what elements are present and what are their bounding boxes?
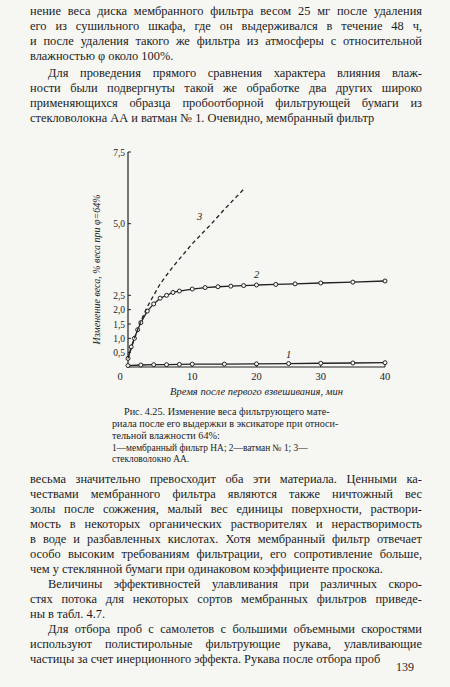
y-tick-label: 2,5	[113, 291, 125, 301]
text-line: в воде и разбавленных кислотах. Хотя мем…	[30, 532, 422, 547]
text-line: Для проведения прямого сравнения характе…	[48, 66, 422, 81]
y-tick-label: 7,5	[113, 148, 125, 158]
text-line: и после удаления такого же фильтра из ат…	[30, 34, 422, 49]
legend-name: ватман № 1	[243, 443, 289, 453]
legend-delimiter: ;	[224, 443, 229, 453]
series-marker	[287, 362, 291, 366]
series-marker	[152, 302, 156, 306]
series-marker	[383, 279, 387, 283]
text-line: ны в табл. 4.7.	[30, 607, 422, 622]
y-tick-label: 2,0	[113, 305, 125, 315]
text-line: Для отбора проб с самолетов с большими о…	[48, 622, 422, 637]
y-tick	[128, 338, 131, 339]
y-tick-label: 5,0	[113, 219, 125, 229]
series-line	[128, 189, 244, 358]
text-line: применяющихся образца пробоотборной филь…	[30, 96, 422, 111]
series-marker	[216, 285, 220, 289]
series-marker	[274, 282, 278, 286]
curve-label: 2	[254, 269, 260, 280]
text-line: весьма значительно превосходит оба эти м…	[30, 472, 422, 487]
series-marker	[255, 362, 259, 366]
legend-name: мембранный фильтр НА	[126, 443, 224, 453]
series-marker	[293, 282, 297, 286]
series-marker	[190, 287, 194, 291]
series-marker	[165, 363, 169, 367]
text-line: частицы за счет инерционного эффекта. Ру…	[30, 652, 422, 667]
text-line: чествами мембранного фильтра являются та…	[30, 487, 422, 502]
legend-end: .	[187, 454, 189, 464]
series-marker	[190, 362, 194, 366]
series-marker	[126, 364, 130, 368]
text-line: особо высоким требованиям фильтрации, ег…	[30, 547, 422, 562]
series-marker	[229, 284, 233, 288]
x-tick-label: 30	[316, 371, 327, 382]
page-number: 139	[396, 660, 414, 675]
legend-separator: —	[234, 443, 243, 453]
series-marker	[319, 281, 323, 285]
series-marker	[203, 286, 207, 290]
x-tick-label: 0	[117, 371, 122, 382]
series-marker	[171, 290, 175, 294]
legend-number: 1	[112, 443, 117, 453]
text-line: используют полистирольные фильтрующие ру…	[30, 637, 422, 652]
series-marker	[255, 283, 259, 287]
text-line: влажностью φ около 100%.	[30, 49, 422, 64]
text-line: золы после сожжения, малый вес единицы п…	[30, 502, 422, 517]
chart: 0,5 1,0 1,5 2,0 2,5 5,0 7,5 0 10 20 30 40 Время посл…	[0, 0, 450, 687]
series-marker	[139, 363, 143, 367]
legend-number: 3	[294, 443, 299, 453]
series-marker	[351, 361, 355, 365]
x-tick-label: 20	[251, 371, 262, 382]
caption-line: тельной влажности 64%:	[112, 430, 220, 442]
series-marker	[319, 361, 323, 365]
text-line: мость в некоторых органических растворит…	[30, 517, 422, 532]
series-marker	[177, 362, 181, 366]
y-tick	[128, 152, 131, 153]
curve-label: 1	[286, 349, 291, 360]
text-line: чем у стеклянной бумаги при одинаковом к…	[30, 562, 422, 577]
text-line: ности были подвергнуты такой же обработк…	[30, 81, 422, 96]
text-line: стекловолокна АА и ватман № 1. Очевидно,…	[30, 111, 422, 126]
y-axis-label: Изменение веса, % веса при φ=64%	[91, 194, 102, 345]
text-line: Величины эффективностей улавливания при …	[48, 577, 422, 592]
text-line: его из сушильного шкафа, где он выдержив…	[30, 19, 422, 34]
curve-label: 3	[196, 211, 202, 222]
x-axis-label: Время после первого взвешивания, мин	[170, 386, 343, 397]
series-marker	[351, 280, 355, 284]
series-marker	[242, 284, 246, 288]
series-marker	[177, 289, 181, 293]
series-marker	[152, 363, 156, 367]
y-tick-label: 1,5	[113, 320, 125, 330]
series-line	[128, 281, 385, 358]
y-tick	[128, 309, 131, 310]
legend-separator: —	[117, 443, 126, 453]
legend-delimiter: ;	[289, 443, 294, 453]
y-tick-label: 0,5	[113, 348, 125, 358]
legend-separator: —	[298, 443, 307, 453]
series-marker	[222, 362, 226, 366]
legend-number: 2	[229, 443, 234, 453]
text-line: нение веса диска мембранного фильтра вес…	[30, 4, 422, 19]
series-marker	[383, 361, 387, 365]
caption-legend: 1—мембранный фильтр НА; 2—ватман № 1; 3—…	[112, 443, 348, 465]
text-line: стях потока для некоторых сортов мембран…	[30, 592, 422, 607]
series-marker	[158, 296, 162, 300]
plot-area	[126, 189, 387, 367]
caption-line: Рис. 4.25. Изменение веса фильтрующего м…	[124, 406, 330, 418]
series-marker	[165, 293, 169, 297]
y-tick	[128, 223, 131, 224]
y-tick	[128, 295, 131, 296]
y-axis	[127, 152, 128, 367]
x-tick-label: 10	[187, 371, 198, 382]
y-tick-label: 1,0	[113, 334, 125, 344]
caption-line: риала после его выдержки в эксикаторе пр…	[112, 418, 338, 430]
x-tick-label: 40	[380, 371, 391, 382]
legend-name: стекловолокно АА	[112, 454, 187, 464]
y-tick	[128, 324, 131, 325]
